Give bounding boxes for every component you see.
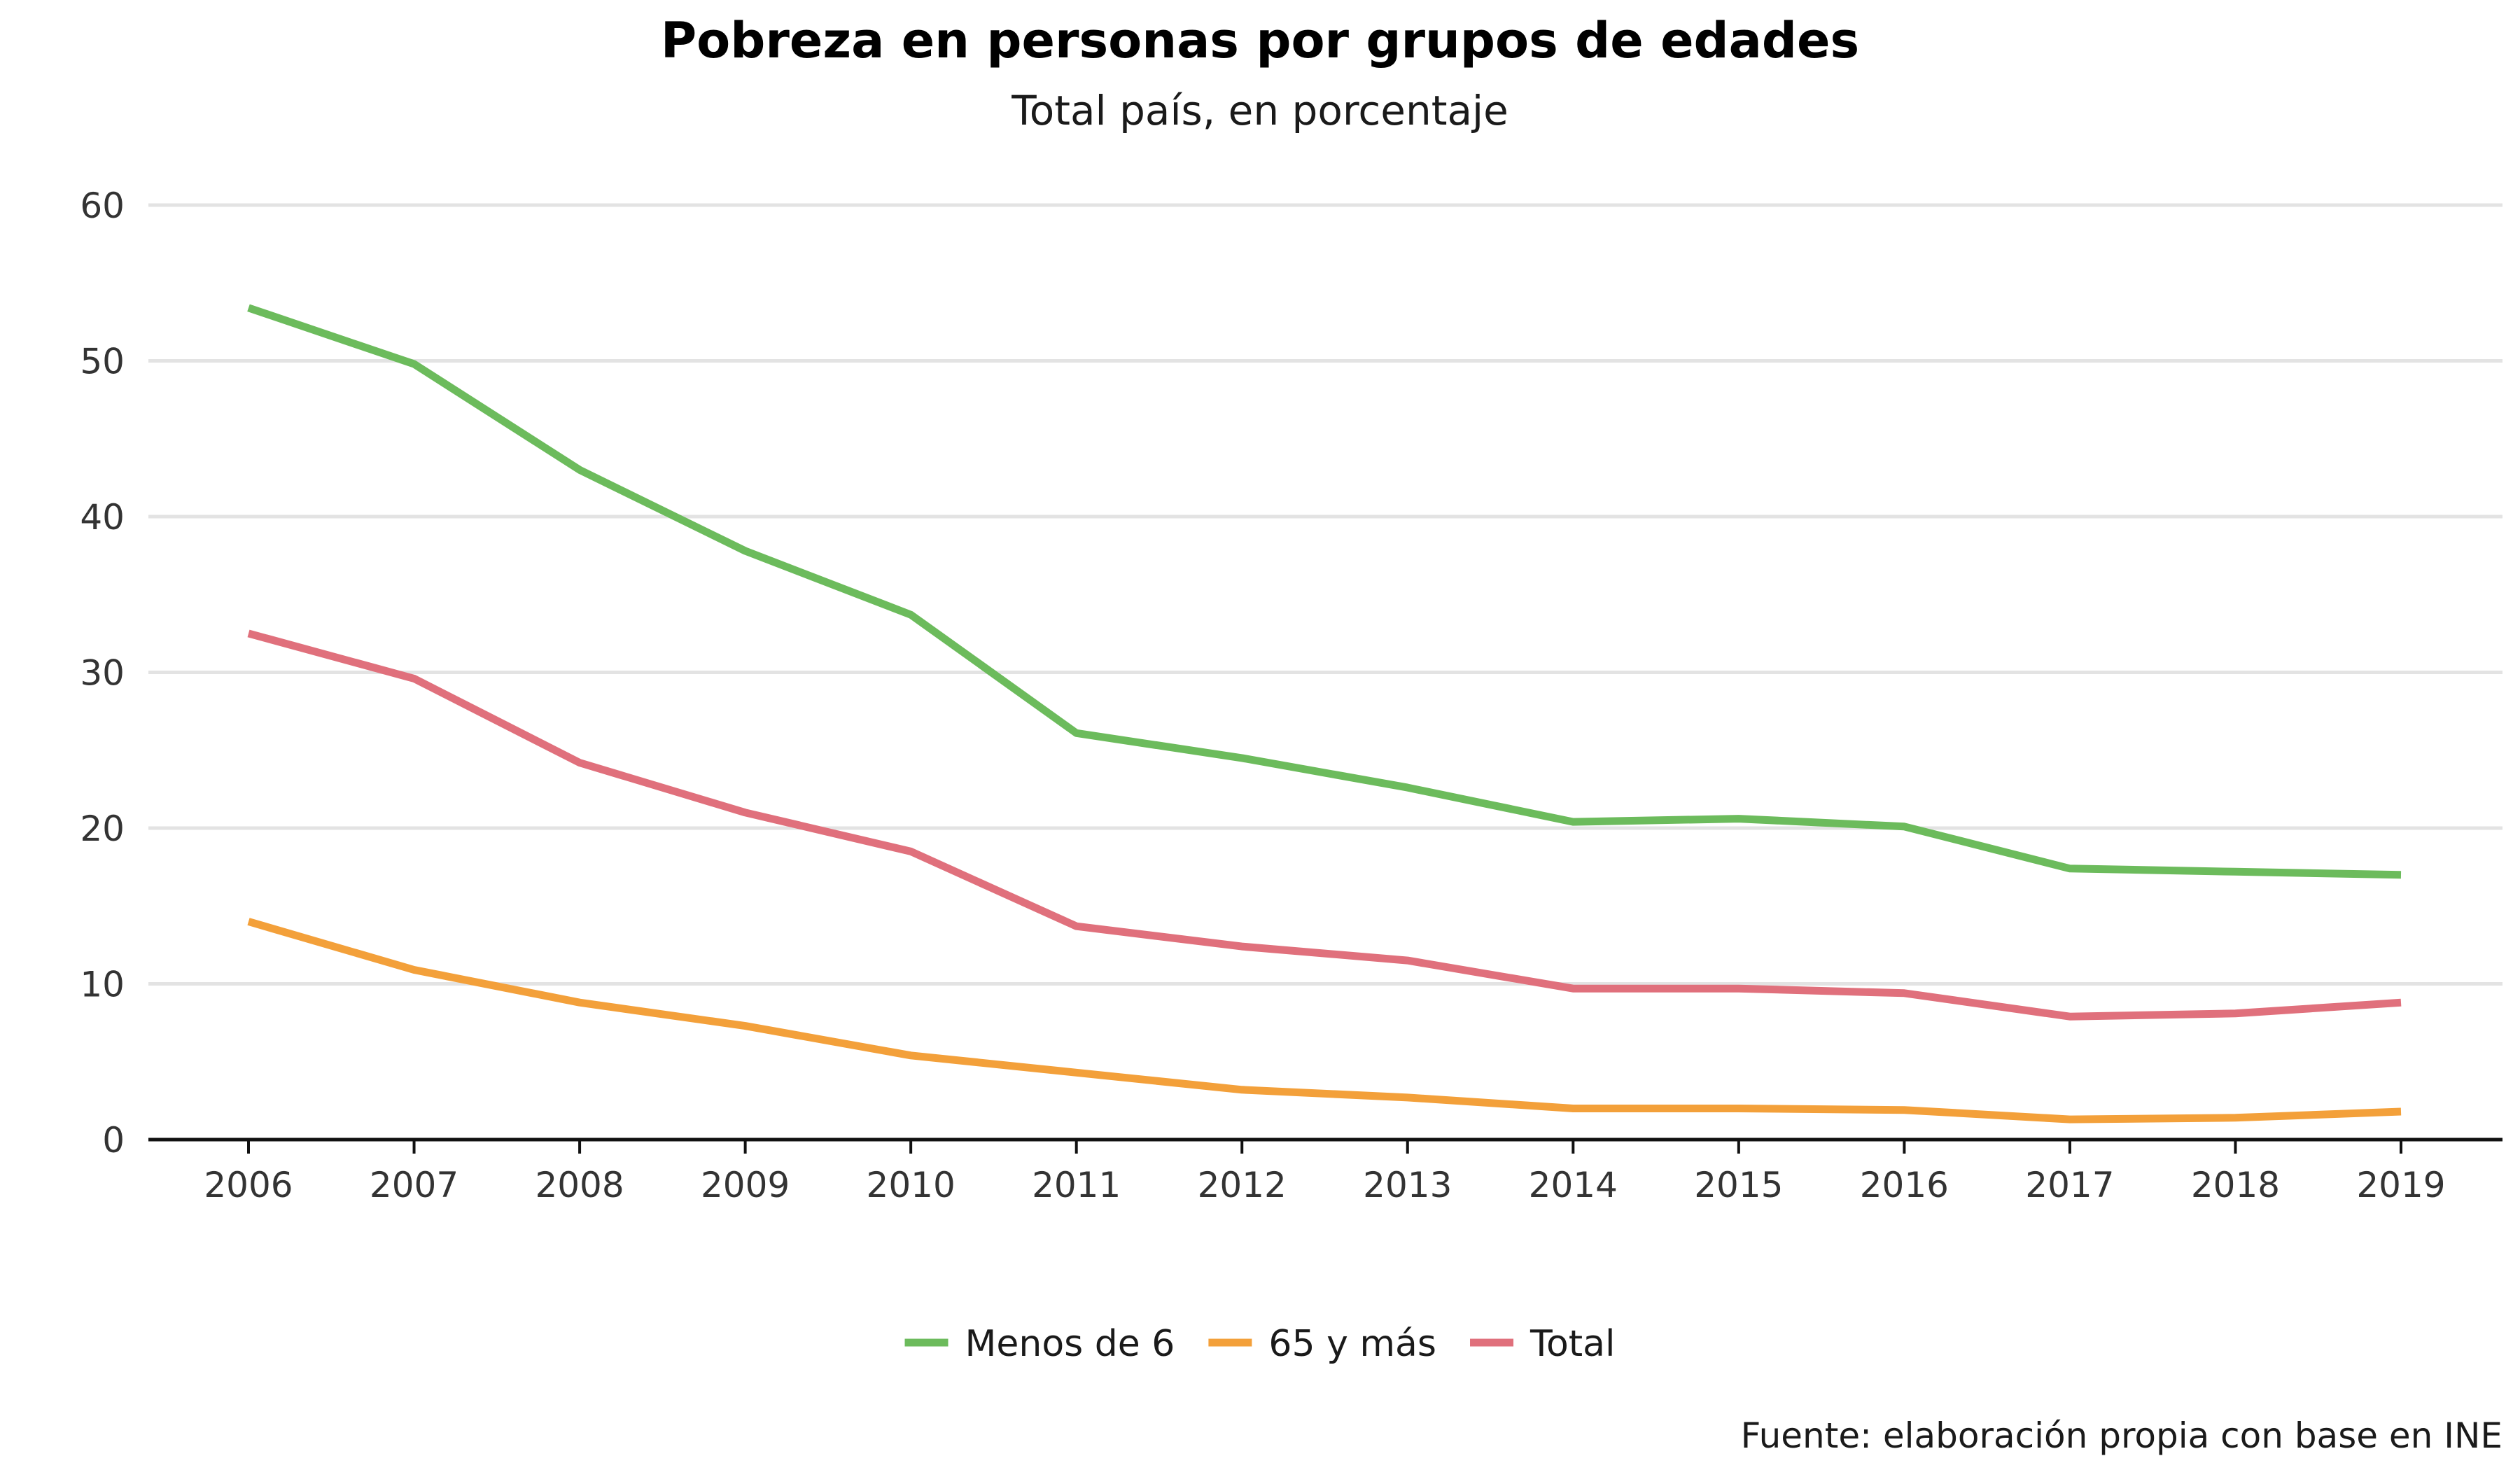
x-tick-label-2010: 2010 bbox=[867, 1165, 955, 1205]
y-axis-ticks: 0 10 20 30 40 50 60 bbox=[80, 186, 125, 1161]
gridlines bbox=[148, 203, 2502, 986]
x-tick-label-2006: 2006 bbox=[204, 1165, 293, 1205]
series-line-2 bbox=[247, 629, 2402, 1021]
y-tick-label-40: 40 bbox=[80, 497, 125, 538]
x-tick-label-2016: 2016 bbox=[1860, 1165, 1949, 1205]
x-tick-label-2014: 2014 bbox=[1529, 1165, 1618, 1205]
x-tick-label-2008: 2008 bbox=[535, 1165, 624, 1205]
y-tick-label-60: 60 bbox=[80, 186, 125, 226]
y-tick-label-0: 0 bbox=[102, 1120, 125, 1161]
series-line-0 bbox=[247, 304, 2402, 879]
x-tick-label-2019: 2019 bbox=[2356, 1165, 2445, 1205]
x-tick-label-2018: 2018 bbox=[2191, 1165, 2280, 1205]
series-line-1 bbox=[247, 918, 2402, 1124]
y-tick-label-10: 10 bbox=[80, 965, 125, 1005]
x-tick-label-2013: 2013 bbox=[1363, 1165, 1452, 1205]
x-tick-label-2011: 2011 bbox=[1032, 1165, 1121, 1205]
y-tick-label-30: 30 bbox=[80, 653, 125, 694]
chart-subtitle: Total país, en porcentaje bbox=[1011, 87, 1508, 134]
legend-label-2: Total bbox=[1530, 1323, 1615, 1365]
chart-title: Pobreza en personas por grupos de edades bbox=[661, 12, 1859, 69]
x-tick-label-2012: 2012 bbox=[1198, 1165, 1287, 1205]
legend: Menos de 6 65 y más Total bbox=[904, 1323, 1615, 1365]
legend-label-0: Menos de 6 bbox=[965, 1323, 1175, 1365]
x-tick-label-2015: 2015 bbox=[1694, 1165, 1783, 1205]
series-lines bbox=[247, 304, 2402, 1124]
x-tick-label-2009: 2009 bbox=[701, 1165, 790, 1205]
x-axis: 2006 2007 2008 2009 2010 2011 2012 2013 2014 2015… bbox=[148, 1138, 2502, 1205]
legend-label-1: 65 y más bbox=[1268, 1323, 1436, 1365]
y-tick-label-50: 50 bbox=[80, 342, 125, 382]
x-tick-label-2017: 2017 bbox=[2025, 1165, 2114, 1205]
chart-caption: Fuente: elaboración propia con base en I… bbox=[1741, 1415, 2502, 1456]
y-tick-label-20: 20 bbox=[80, 808, 125, 849]
x-tick-label-2007: 2007 bbox=[370, 1165, 458, 1205]
